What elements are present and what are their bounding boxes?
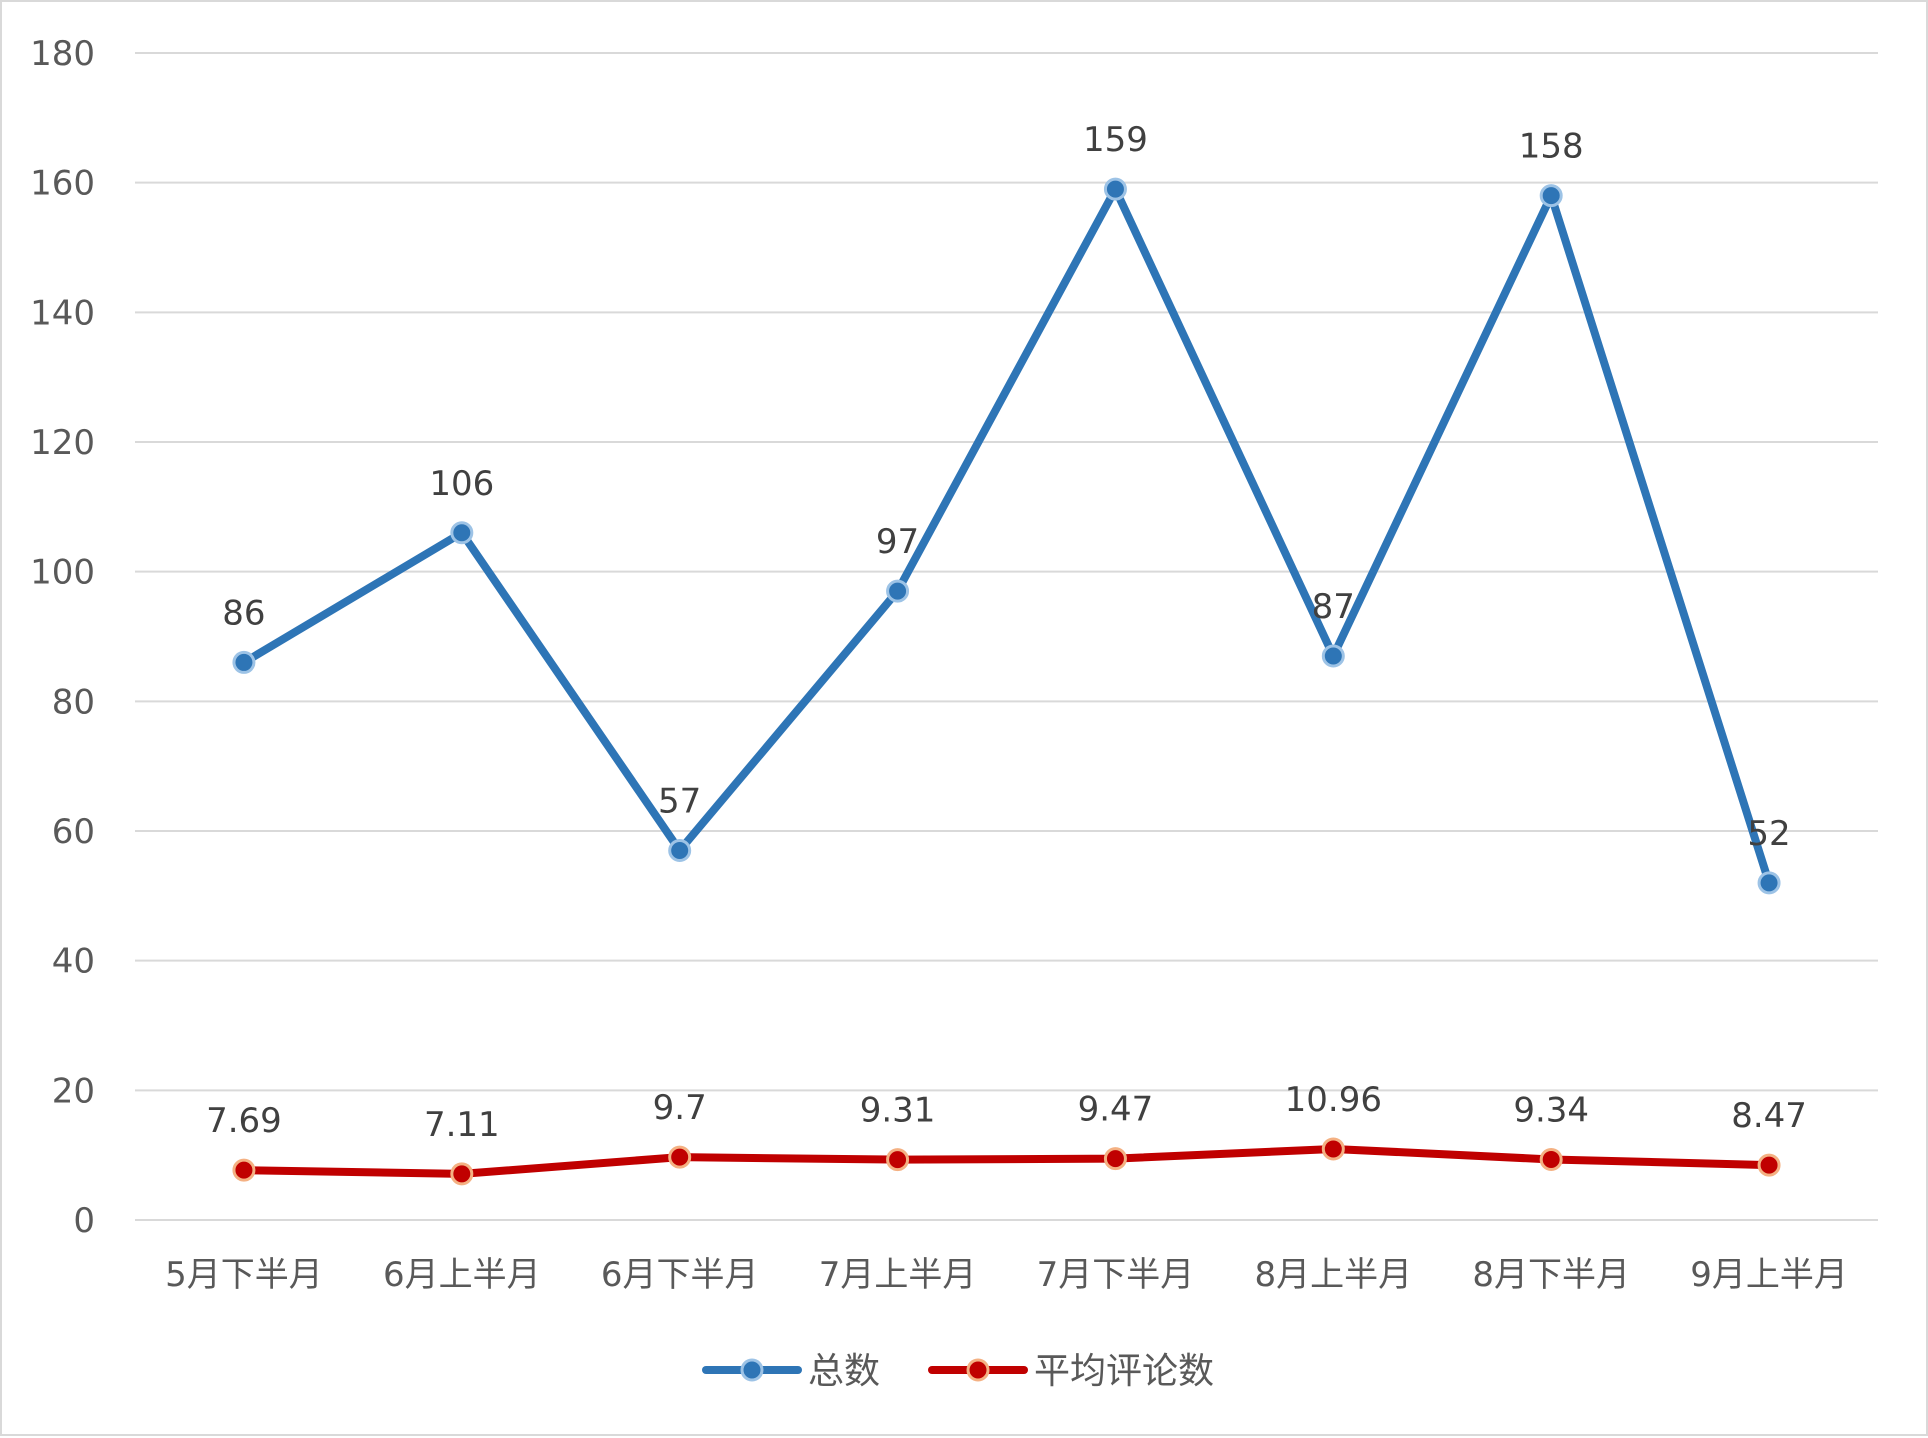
x-tick-label: 6月下半月 xyxy=(601,1255,759,1295)
series-0-point xyxy=(1321,644,1345,668)
series-1-point xyxy=(1321,1137,1345,1161)
series-0-point xyxy=(232,650,256,674)
series-line-1 xyxy=(239,1144,1774,1178)
legend-label: 平均评论数 xyxy=(1034,1351,1214,1392)
series-0-data-label: 97 xyxy=(876,522,919,562)
series-line-0 xyxy=(239,185,1774,887)
series-markers xyxy=(232,177,1781,1186)
gridlines xyxy=(135,52,1878,1221)
y-tick-label: 160 xyxy=(30,164,95,204)
legend-marker-swatch xyxy=(740,1358,764,1382)
legend-label: 总数 xyxy=(808,1351,880,1392)
series-1-data-label: 9.7 xyxy=(653,1088,707,1128)
series-1-data-label: 9.31 xyxy=(860,1091,936,1131)
series-0-point xyxy=(886,579,910,603)
series-lines xyxy=(239,185,1774,1178)
y-tick-label: 80 xyxy=(52,682,95,722)
x-tick-label: 7月上半月 xyxy=(819,1255,977,1295)
series-1-data-label: 10.96 xyxy=(1285,1080,1382,1120)
data-labels: 86 106 57 97 159 87 158 52 7.69 7.11 9.7 9.31 9.47 10… xyxy=(206,120,1807,1145)
series-1-data-label: 7.11 xyxy=(424,1105,500,1145)
series-1-point xyxy=(886,1148,910,1172)
series-1-point xyxy=(668,1145,692,1169)
y-tick-label: 20 xyxy=(52,1071,95,1111)
series-1-data-label: 9.47 xyxy=(1078,1090,1154,1130)
series-1-point xyxy=(232,1158,256,1182)
y-tick-label: 120 xyxy=(30,423,95,463)
series-0-data-label: 87 xyxy=(1312,587,1355,627)
series-1-data-label: 9.34 xyxy=(1513,1090,1589,1130)
legend-marker-swatch xyxy=(966,1358,990,1382)
legend-entry-1[interactable]: 平均评论数 xyxy=(928,1351,1214,1392)
x-tick-label: 7月下半月 xyxy=(1037,1255,1195,1295)
series-0-data-label: 57 xyxy=(658,781,701,821)
y-tick-label: 180 xyxy=(30,34,95,74)
series-1-point xyxy=(450,1162,474,1186)
x-axis-tick-labels: 5月下半月 6月上半月 6月下半月 7月上半月 7月下半月 8月上半月 8月下半月 9月上半月 xyxy=(165,1255,1848,1295)
series-0-data-label: 106 xyxy=(429,464,494,504)
y-tick-label: 140 xyxy=(30,293,95,333)
series-0-point xyxy=(1103,177,1127,201)
series-0-point xyxy=(1757,871,1781,895)
legend[interactable]: 总数 平均评论数 xyxy=(702,1351,1214,1392)
series-0-data-label: 86 xyxy=(222,593,265,633)
series-1-point xyxy=(1757,1153,1781,1177)
series-1-point xyxy=(1539,1147,1563,1171)
series-1-data-label: 8.47 xyxy=(1731,1096,1807,1136)
y-axis-tick-labels: 0 20 40 60 80 100 120 140 160 180 xyxy=(30,34,95,1241)
series-0-point xyxy=(450,521,474,545)
series-1-data-label: 7.69 xyxy=(206,1101,282,1141)
y-tick-label: 40 xyxy=(52,942,95,982)
series-0-data-label: 159 xyxy=(1083,120,1148,160)
x-tick-label: 9月上半月 xyxy=(1690,1255,1848,1295)
x-tick-label: 6月上半月 xyxy=(383,1255,541,1295)
y-tick-label: 100 xyxy=(30,553,95,593)
x-tick-label: 5月下半月 xyxy=(165,1255,323,1295)
y-tick-label: 60 xyxy=(52,812,95,852)
series-0-point xyxy=(1539,184,1563,208)
x-tick-label: 8月上半月 xyxy=(1254,1255,1412,1295)
series-1-point xyxy=(1103,1147,1127,1171)
series-0-point xyxy=(668,838,692,862)
y-tick-label: 0 xyxy=(73,1201,95,1241)
series-0-data-label: 52 xyxy=(1747,814,1790,854)
x-tick-label: 8月下半月 xyxy=(1472,1255,1630,1295)
legend-entry-0[interactable]: 总数 xyxy=(702,1351,880,1392)
series-0-data-label: 158 xyxy=(1519,127,1584,167)
